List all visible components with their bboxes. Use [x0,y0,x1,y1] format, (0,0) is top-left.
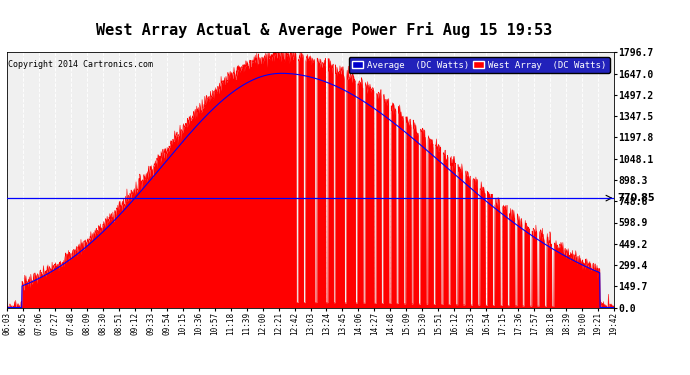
Text: 770.85: 770.85 [618,193,656,203]
Text: Copyright 2014 Cartronics.com: Copyright 2014 Cartronics.com [8,60,152,69]
Legend: Average  (DC Watts), West Array  (DC Watts): Average (DC Watts), West Array (DC Watts… [348,57,609,73]
Text: West Array Actual & Average Power Fri Aug 15 19:53: West Array Actual & Average Power Fri Au… [96,22,553,39]
